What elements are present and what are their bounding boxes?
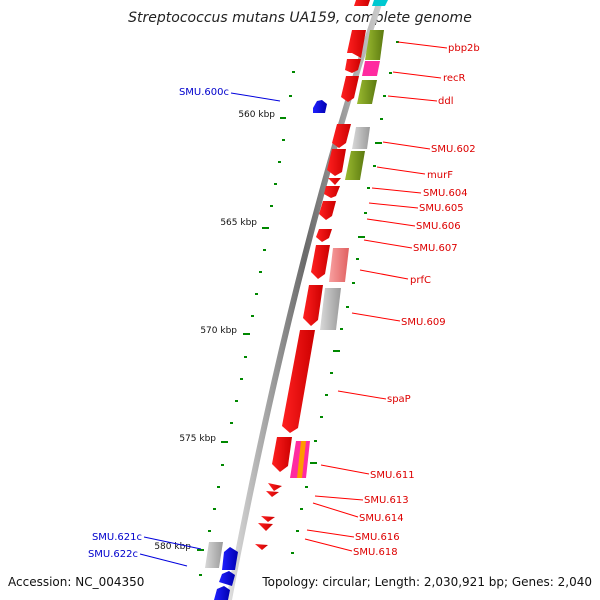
gene-arrow-SMU.616[interactable] bbox=[258, 523, 273, 531]
gene-arrow-SMU.613b[interactable] bbox=[266, 491, 279, 497]
forward-gene-labels: pbp2b recR ddl SMU.602 murF SMU.604 SMU.… bbox=[353, 43, 480, 558]
gene-label-SMU.600c[interactable]: SMU.600c bbox=[179, 87, 229, 98]
gene-label-SMU.605[interactable]: SMU.605 bbox=[419, 203, 464, 214]
gene-arrow-SMU.609[interactable] bbox=[303, 285, 323, 326]
gene-label-recR[interactable]: recR bbox=[443, 73, 466, 84]
gene-arrow[interactable] bbox=[354, 0, 370, 6]
gene-label-SMU.604[interactable]: SMU.604 bbox=[423, 188, 468, 199]
gene-arrow-SMU.613[interactable] bbox=[268, 483, 282, 491]
forward-gene-arrows bbox=[255, 0, 370, 550]
genome-backbone bbox=[225, 0, 384, 600]
reverse-gene-labels: SMU.600c SMU.621c SMU.622c bbox=[88, 87, 229, 560]
gene-label-SMU.616[interactable]: SMU.616 bbox=[355, 532, 400, 543]
gene-arrow-partial[interactable] bbox=[214, 586, 230, 600]
gene-arrow-SMU.621c[interactable] bbox=[222, 547, 238, 570]
gene-arrow-SMU.606[interactable] bbox=[319, 201, 336, 220]
gene-label-spaP[interactable]: spaP bbox=[387, 394, 411, 405]
map-title: Streptococcus mutans UA159, complete gen… bbox=[128, 10, 472, 26]
gene-arrow-recR[interactable] bbox=[345, 59, 361, 73]
gene-label-murF[interactable]: murF bbox=[427, 170, 453, 181]
kbp-label-560: 560 kbp bbox=[238, 110, 275, 120]
kbp-label-575: 575 kbp bbox=[179, 434, 216, 444]
gene-arrow-SMU.604[interactable] bbox=[328, 178, 341, 185]
gene-label-pbp2b[interactable]: pbp2b bbox=[448, 43, 480, 54]
gene-arrow-SMU.611[interactable] bbox=[272, 437, 292, 472]
gene-label-SMU.602[interactable]: SMU.602 bbox=[431, 144, 476, 155]
gene-label-SMU.614[interactable]: SMU.614 bbox=[359, 513, 404, 524]
reverse-gene-arrows bbox=[214, 100, 327, 600]
gene-arrow-SMU.618[interactable] bbox=[255, 544, 268, 550]
gene-arrow-SMU.622c[interactable] bbox=[219, 571, 235, 586]
gene-label-SMU.621c[interactable]: SMU.621c bbox=[92, 532, 142, 543]
gene-label-SMU.622c[interactable]: SMU.622c bbox=[88, 549, 138, 560]
gene-arrow-SMU.614[interactable] bbox=[261, 516, 275, 522]
gene-label-ddl[interactable]: ddl bbox=[438, 96, 453, 107]
gene-arrow-SMU.605[interactable] bbox=[324, 186, 340, 198]
gene-arrow-SMU.607[interactable] bbox=[316, 229, 332, 242]
gene-label-SMU.613[interactable]: SMU.613 bbox=[364, 495, 409, 506]
gene-label-SMU.606[interactable]: SMU.606 bbox=[416, 221, 461, 232]
gene-label-SMU.618[interactable]: SMU.618 bbox=[353, 547, 398, 558]
kbp-label-570: 570 kbp bbox=[200, 326, 237, 336]
kbp-ticks-right bbox=[291, 41, 399, 554]
cog-color-band bbox=[205, 0, 388, 568]
gene-arrow-ddl[interactable] bbox=[341, 76, 359, 102]
kbp-label-580: 580 kbp bbox=[154, 542, 191, 552]
gene-arrow-SMU.602[interactable] bbox=[332, 124, 351, 148]
gene-arrow-spaP[interactable] bbox=[282, 330, 315, 433]
accession-text: Accession: NC_004350 bbox=[8, 575, 144, 589]
kbp-label-565: 565 kbp bbox=[220, 218, 257, 228]
gene-label-prfC[interactable]: prfC bbox=[410, 275, 431, 286]
gene-label-SMU.607[interactable]: SMU.607 bbox=[413, 243, 458, 254]
reverse-leader-lines bbox=[139, 92, 281, 567]
gene-arrow-SMU.600c[interactable] bbox=[313, 100, 327, 113]
topology-text: Topology: circular; Length: 2,030,921 bp… bbox=[261, 575, 592, 589]
kbp-ticks-left bbox=[197, 71, 295, 576]
forward-leader-lines bbox=[304, 41, 448, 552]
gene-label-SMU.609[interactable]: SMU.609 bbox=[401, 317, 446, 328]
gene-arrow-murF[interactable] bbox=[327, 149, 346, 176]
gene-arrow-prfC[interactable] bbox=[311, 245, 330, 279]
gene-label-SMU.611[interactable]: SMU.611 bbox=[370, 470, 415, 481]
gene-arrow-pbp2b[interactable] bbox=[347, 30, 366, 58]
